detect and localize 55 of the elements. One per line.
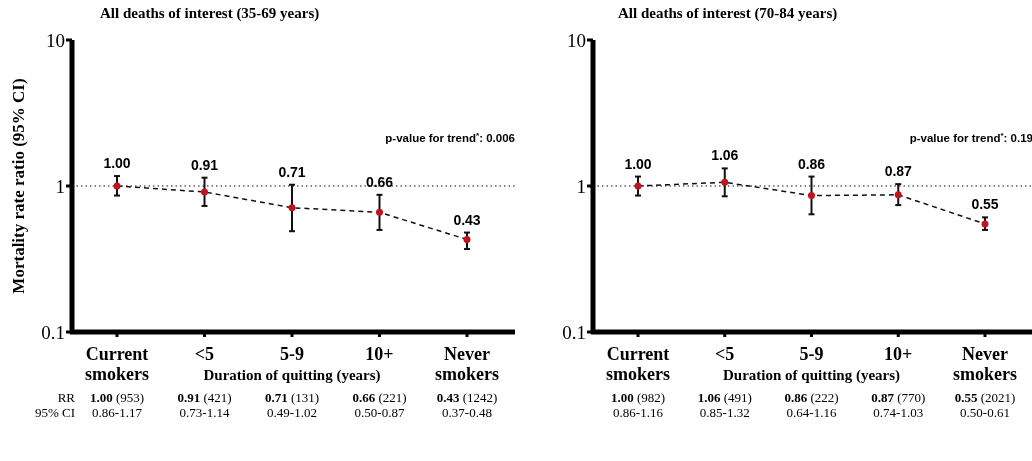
x-tick-label: Current smokers (606, 344, 670, 384)
data-label: 1.00 (624, 155, 652, 172)
text: 0.86-1.16 (613, 405, 664, 420)
annotation: p-value for trend$^{*}$: 0.19 (909, 130, 1032, 144)
chart-title: All deaths of interest (70-84 years) (618, 5, 838, 22)
data-label: 0.86 (797, 155, 826, 172)
text: 0.86 (222) (784, 390, 839, 405)
x-tick-label: Never smokers (953, 344, 1017, 384)
text: 0.55 (2021) (954, 390, 1016, 405)
text: 0.50-0.87 (354, 405, 405, 420)
text: 0.87 (770) (871, 390, 926, 405)
x-tick-label: <5 (715, 344, 735, 364)
text: 1.06 (491) (697, 390, 752, 405)
text: 1.00 (953) (89, 390, 145, 405)
text: 0.74-1.03 (873, 405, 924, 420)
y-tick-label: 1 (55, 175, 65, 197)
data-label: 0.55 (971, 196, 999, 213)
x-tick-label: <5 (194, 344, 215, 364)
text: 0.66 (221) (352, 390, 407, 405)
x-tick-label: 5-9 (799, 344, 824, 364)
text: 95% CI (34, 405, 75, 420)
x-tick-label: 10+ (365, 344, 394, 364)
data-label: 1.06 (711, 147, 739, 164)
x-tick-label: 10+ (884, 344, 913, 364)
y-tick-label: 10 (46, 29, 65, 51)
y-tick-label: 10 (567, 29, 586, 51)
text: 0.49-1.02 (267, 405, 317, 420)
data-label: 0.87 (884, 163, 913, 180)
x-axis-title: Duration of quitting (years) (203, 367, 381, 384)
y-axis-title: Mortality rate ratio (95% CI) (9, 78, 28, 294)
text: 0.64-1.16 (786, 405, 837, 420)
text: 0.85-1.32 (699, 405, 750, 420)
y-tick-label: 0.1 (41, 321, 65, 343)
data-label: 0.43 (453, 211, 481, 228)
x-tick-label: Never smokers (435, 344, 499, 384)
text: 0.91 (421) (177, 390, 232, 405)
y-tick-label: 1 (576, 175, 586, 197)
annotation: p-value for trend$^{*}$: 0.006 (385, 130, 515, 144)
x-axis-title: Duration of quitting (years) (722, 367, 901, 384)
x-tick-label: Current smokers (85, 344, 149, 384)
text: 0.50-0.61 (960, 405, 1010, 420)
text: RR (57, 390, 76, 405)
data-label: 0.71 (278, 163, 306, 180)
x-tick-label: 5-9 (280, 344, 304, 364)
y-tick-label: 0.1 (562, 321, 586, 343)
chart-title: All deaths of interest (35-69 years) (100, 5, 320, 22)
text: 0.43 (1242) (436, 390, 498, 405)
text: 0.37-0.48 (442, 405, 492, 420)
data-label: 1.00 (103, 155, 131, 172)
data-label: 0.91 (190, 156, 219, 173)
text: 1.00 (982) (610, 390, 666, 405)
text: 0.73-1.14 (179, 405, 230, 420)
data-label: 0.66 (365, 173, 394, 190)
text: 0.71 (131) (264, 390, 320, 405)
text: 0.86-1.17 (92, 405, 143, 420)
